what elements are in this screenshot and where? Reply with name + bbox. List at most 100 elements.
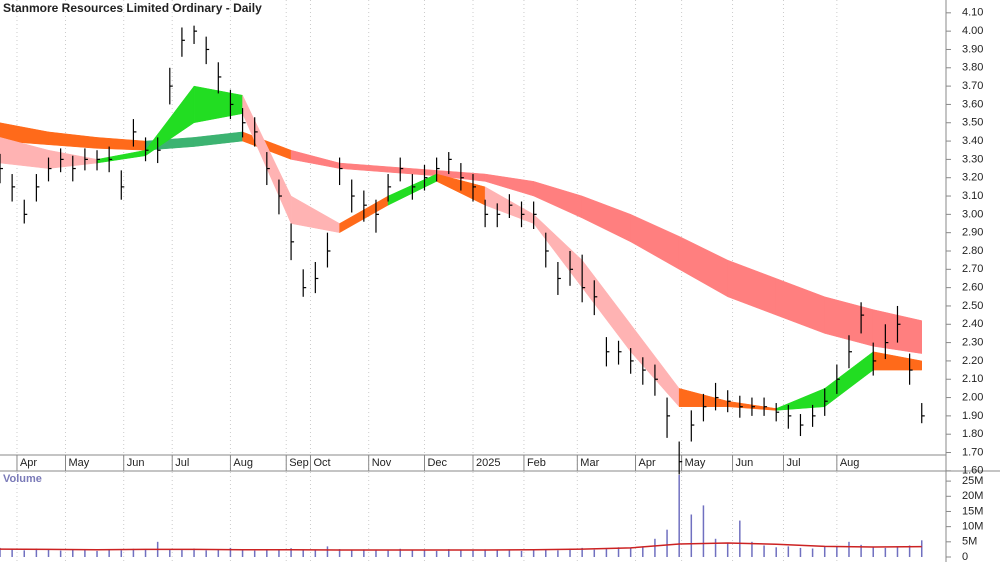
volume-bar — [326, 546, 329, 557]
price-bar — [836, 364, 840, 394]
volume-bar — [278, 550, 280, 557]
volume-bar — [532, 550, 535, 557]
price-bar — [193, 25, 198, 44]
x-tick-label: Dec — [427, 457, 447, 469]
x-tick-label: Apr — [20, 457, 37, 469]
volume-bar — [217, 549, 220, 557]
price-bar — [399, 157, 404, 182]
volume-bar — [678, 475, 680, 557]
volume-bar — [739, 520, 741, 557]
volume-bar — [435, 550, 438, 557]
price-bar — [642, 357, 646, 385]
price-bar — [387, 174, 392, 202]
x-tick-label: Oct — [313, 457, 330, 469]
volume-average — [0, 542, 922, 551]
x-tick-label: Nov — [372, 457, 392, 469]
price-bar — [84, 148, 88, 171]
volume-bar — [581, 547, 583, 557]
volume-bar — [520, 550, 523, 557]
volume-bar — [290, 548, 292, 557]
price-bar — [775, 403, 780, 422]
volume-bar — [860, 544, 862, 557]
price-bar — [144, 137, 149, 162]
volume-bar — [617, 547, 620, 557]
price-bar — [60, 148, 64, 173]
price-bar — [375, 199, 379, 233]
price-bar — [654, 364, 658, 396]
y-tick-label: 3.20 — [962, 172, 983, 184]
y-tick-label: 1.80 — [962, 428, 983, 440]
y-tick-label: 4.10 — [962, 7, 983, 19]
volume-bar — [848, 541, 850, 557]
x-tick-label: Sep — [289, 457, 309, 469]
price-bar — [436, 157, 440, 182]
price-bar — [120, 170, 125, 200]
y-tick-label: 3.60 — [962, 98, 983, 110]
y-tick-label: 1.70 — [962, 446, 983, 458]
price-bar — [278, 179, 282, 215]
volume-bar — [132, 548, 135, 557]
volume-bar — [654, 538, 656, 557]
y-tick-label: 2.90 — [962, 227, 983, 239]
volume-bar — [920, 540, 923, 557]
price-bar — [739, 395, 743, 418]
price-bar — [290, 223, 295, 261]
volume-bar — [629, 548, 632, 557]
y-tick-label: 25M — [962, 475, 983, 487]
price-bar — [472, 174, 476, 202]
price-bar — [751, 397, 755, 416]
volume-bar — [666, 529, 668, 557]
price-bar — [824, 388, 828, 416]
volume-bar — [350, 550, 353, 557]
price-bar — [338, 157, 343, 186]
price-bar — [96, 150, 101, 171]
price-bar — [11, 174, 16, 202]
price-bar — [787, 404, 792, 429]
price-bar — [678, 441, 683, 475]
price-bar — [593, 280, 598, 316]
price-bar — [363, 190, 367, 222]
y-tick-label: 3.90 — [962, 43, 983, 55]
volume-bar — [96, 550, 98, 557]
volume-bar — [811, 548, 814, 557]
price-bar — [181, 27, 185, 57]
volume-bar — [23, 550, 26, 557]
price-bar — [714, 382, 719, 411]
price-bar — [217, 62, 222, 94]
volume-bar — [690, 514, 693, 557]
price-bar — [411, 174, 416, 200]
price-bar — [872, 342, 877, 376]
price-bar — [35, 174, 40, 202]
price-bar — [569, 250, 574, 286]
volume-bar — [726, 543, 729, 557]
x-tick-label: Apr — [639, 457, 656, 469]
price-bar — [72, 155, 76, 182]
price-bar — [326, 232, 331, 268]
x-tick-label: Jun — [736, 457, 754, 469]
x-tick-label: May — [68, 457, 89, 469]
price-bar — [666, 397, 671, 438]
volume-bar — [496, 550, 499, 557]
volume-bar — [775, 547, 777, 557]
volume-bar — [399, 548, 401, 557]
volume-bar — [872, 547, 874, 557]
y-tick-label: 2.00 — [962, 391, 983, 403]
volume-bar — [908, 545, 911, 557]
price-bar — [496, 203, 501, 228]
price-bar — [229, 89, 234, 120]
volume-bar — [375, 550, 377, 557]
volume-bar — [702, 505, 705, 557]
price-bar — [557, 261, 561, 295]
price-bar — [47, 157, 52, 182]
y-tick-label: 3.00 — [962, 208, 983, 220]
price-bar — [205, 36, 210, 65]
price-bar — [351, 179, 355, 213]
volume-bar — [169, 549, 171, 557]
volume-bar — [642, 546, 644, 557]
price-bar — [108, 146, 113, 173]
price-bar — [254, 117, 258, 147]
volume-bar — [108, 549, 110, 557]
volume-bar — [387, 550, 389, 557]
volume-bar — [253, 550, 256, 557]
